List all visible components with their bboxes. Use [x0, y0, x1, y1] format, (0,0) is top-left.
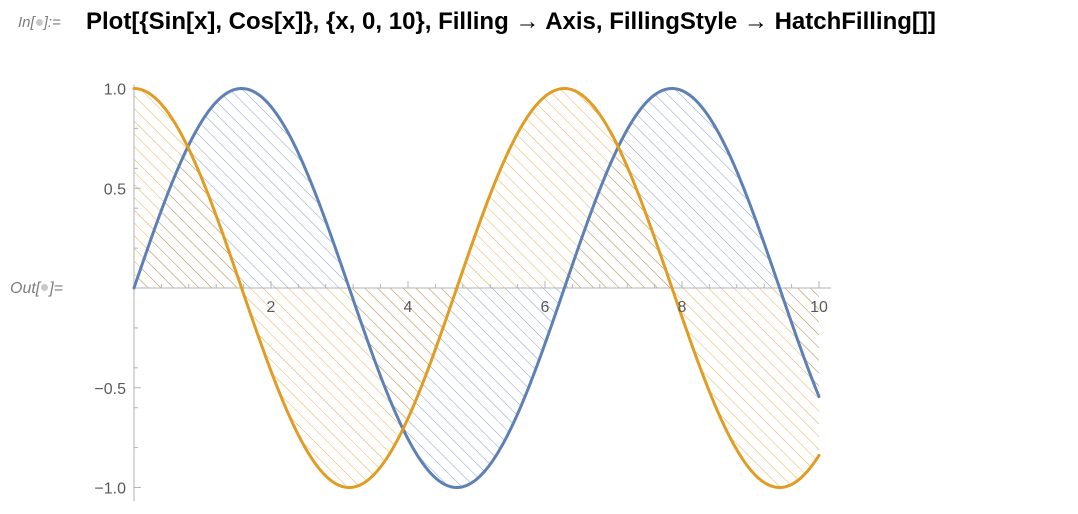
- y-tick-label: −0.5: [94, 381, 126, 398]
- x-tick-label: 4: [404, 299, 413, 316]
- tick-labels: 2 4 6 8 10 1.0 0.5 −0.5 −1.0: [94, 82, 828, 498]
- y-tick-label: 0.5: [104, 181, 126, 198]
- y-tick-label: −1.0: [94, 481, 126, 498]
- input-cell-label: In[]:=: [18, 14, 61, 31]
- cell-number-placeholder-icon: [41, 284, 49, 292]
- x-tick-label: 6: [541, 299, 550, 316]
- series-lines: [132, 87, 821, 489]
- x-tick-label: 8: [678, 299, 687, 316]
- x-tick-label: 2: [267, 299, 276, 316]
- input-code[interactable]: Plot[{Sin[x], Cos[x]}, {x, 0, 10}, Filli…: [86, 8, 936, 35]
- x-tick-label: 10: [810, 299, 828, 316]
- cell-number-placeholder-icon: [35, 18, 43, 26]
- axes: [133, 84, 831, 502]
- y-tick-label: 1.0: [104, 82, 126, 99]
- cos-series-line: [132, 87, 821, 489]
- output-cell-label: Out[]=: [10, 280, 64, 297]
- sin-series-line: [132, 87, 821, 489]
- sin-hatch-fill: [134, 88, 819, 488]
